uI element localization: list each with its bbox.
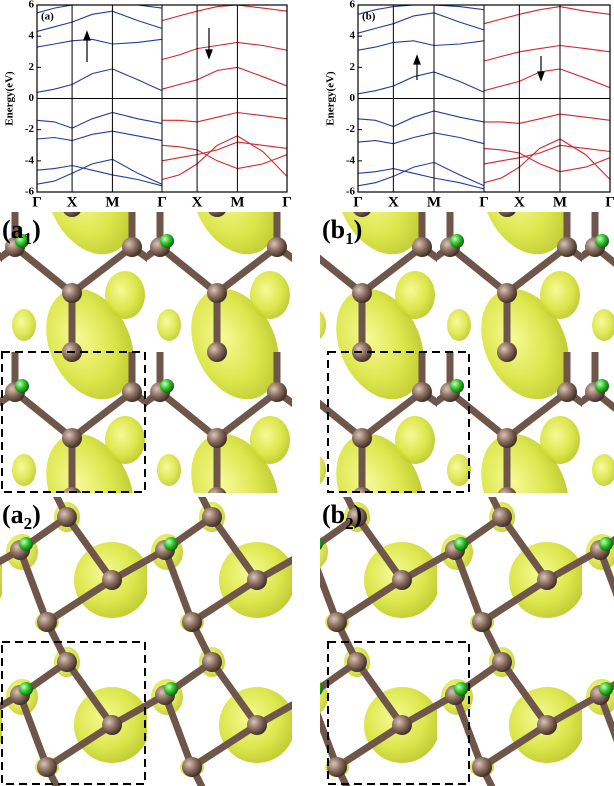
- y-tick-label: -6: [25, 186, 35, 198]
- label-subscript: 2: [345, 514, 354, 533]
- panel-label: (a1): [2, 215, 41, 248]
- unit-cell: [1, 351, 146, 493]
- y-tick-label: 0: [350, 92, 356, 104]
- x-tick-label: M: [230, 194, 244, 210]
- panel-label: (b1): [322, 215, 362, 248]
- band-line: [358, 161, 485, 187]
- arrow-head: [413, 54, 421, 65]
- band-line: [358, 71, 485, 95]
- y-tick-label: -2: [25, 123, 35, 135]
- band-line: [358, 5, 485, 15]
- band-line: [358, 40, 485, 51]
- band-line: [358, 12, 485, 34]
- band-line: [37, 38, 163, 48]
- x-tick-label: Γ: [32, 194, 42, 210]
- y-tick-label: 2: [29, 61, 35, 73]
- band-line: [37, 10, 163, 33]
- plot-frame: [36, 4, 288, 193]
- arrow-head: [537, 71, 545, 82]
- x-tick-label: Γ: [157, 194, 167, 210]
- spin-arrows: [83, 28, 545, 82]
- unit-cell: [327, 351, 470, 493]
- band-line: [161, 41, 287, 61]
- band-line: [161, 135, 287, 181]
- band-line: [162, 111, 287, 123]
- label-suffix: ): [32, 215, 41, 244]
- y-tick-label: 4: [350, 30, 356, 42]
- band-line: [358, 168, 485, 190]
- x-tick-label: Γ: [479, 194, 489, 210]
- charge-density-b2: [320, 497, 614, 786]
- label-prefix: (b: [322, 500, 345, 529]
- y-tick-label: 6: [350, 0, 356, 11]
- x-tick-label: Γ: [353, 194, 363, 210]
- band-line: [483, 144, 610, 165]
- y-tick-label: 6: [29, 0, 35, 11]
- y-tick-label: -4: [346, 154, 356, 166]
- x-tick-label: Γ: [605, 194, 614, 210]
- y-axis-label: Energy(eV): [325, 71, 337, 126]
- x-tick-label: M: [427, 194, 441, 210]
- unit-cell: [1, 641, 146, 785]
- label-subscript: 1: [24, 229, 33, 248]
- band-line: [358, 132, 485, 145]
- band-line: [161, 141, 287, 162]
- band-line: [483, 6, 610, 25]
- x-tick-label: Γ: [282, 194, 292, 210]
- panel-label: (a): [41, 11, 54, 23]
- panel-label: (b): [362, 11, 376, 23]
- x-tick-label: X: [514, 194, 525, 210]
- band-line: [37, 68, 163, 93]
- x-tick-label: X: [67, 194, 78, 210]
- band-line: [161, 144, 287, 170]
- band-line: [37, 130, 163, 142]
- panel-labels: (a1) (b1)(a2) (b2): [2, 215, 362, 533]
- label-subscript: 1: [345, 229, 354, 248]
- label-suffix: ): [32, 500, 41, 529]
- band-line: [484, 113, 610, 124]
- label-subscript: 2: [24, 514, 33, 533]
- bands: [37, 5, 287, 187]
- plot-frame: [357, 4, 611, 193]
- label-suffix: ): [354, 500, 363, 529]
- band-line: [37, 158, 163, 185]
- y-axis-label: Energy(eV): [4, 71, 16, 126]
- band-line: [483, 138, 610, 184]
- label-suffix: ): [354, 215, 363, 244]
- x-tick-label: M: [105, 194, 119, 210]
- bands: [358, 5, 610, 190]
- label-prefix: (a: [2, 500, 24, 529]
- x-tick-label: M: [553, 194, 567, 210]
- band-line: [483, 44, 610, 62]
- band-line: [37, 164, 163, 187]
- band-line: [37, 5, 163, 14]
- band-line: [483, 147, 610, 173]
- y-tick-label: -6: [346, 186, 356, 198]
- charge-density-b1: [320, 212, 614, 493]
- panel-label: (b2): [322, 500, 362, 533]
- band-line: [161, 66, 287, 90]
- band-line: [37, 111, 163, 129]
- unit-cell: [327, 641, 470, 785]
- y-tick-label: 0: [29, 92, 35, 104]
- band-line: [161, 5, 287, 22]
- y-tick-label: -2: [346, 123, 356, 135]
- panel-label: (a2): [2, 500, 41, 533]
- x-tick-label: X: [388, 194, 399, 210]
- arrow-head: [205, 49, 213, 60]
- x-tick-label: X: [192, 194, 203, 210]
- label-prefix: (b: [322, 215, 345, 244]
- y-tick-label: 4: [29, 30, 35, 42]
- arrow-head: [83, 30, 91, 41]
- y-tick-label: -4: [25, 154, 35, 166]
- y-tick-label: 2: [350, 61, 356, 73]
- band-line: [358, 110, 485, 128]
- label-prefix: (a: [2, 215, 24, 244]
